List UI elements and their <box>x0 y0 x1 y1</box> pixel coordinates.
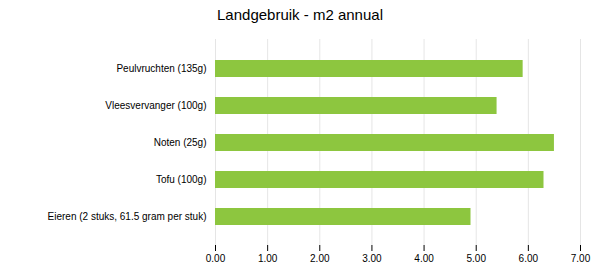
html-text:Landgebruik - m2 annual: Landgebruik - m2 annual <box>217 6 383 23</box>
svg-text:2.00: 2.00 <box>310 253 330 264</box>
svg-text:Tofu (100g): Tofu (100g) <box>156 174 207 185</box>
svg-text:6.00: 6.00 <box>519 253 539 264</box>
svg-text:Noten (25g): Noten (25g) <box>154 137 207 148</box>
svg-text:Vleesvervanger (100g): Vleesvervanger (100g) <box>105 100 206 111</box>
svg-text:0.00: 0.00 <box>206 253 226 264</box>
svg-text:1.00: 1.00 <box>258 253 278 264</box>
svg-text:7.00: 7.00 <box>571 253 591 264</box>
svg-text:4.00: 4.00 <box>414 253 434 264</box>
svg-text:3.00: 3.00 <box>362 253 382 264</box>
svg-text:5.00: 5.00 <box>466 253 486 264</box>
svg-text:Eieren (2 stuks, 61.5 gram per: Eieren (2 stuks, 61.5 gram per stuk) <box>48 211 207 222</box>
svg-text:Peulvruchten (135g): Peulvruchten (135g) <box>116 63 206 74</box>
